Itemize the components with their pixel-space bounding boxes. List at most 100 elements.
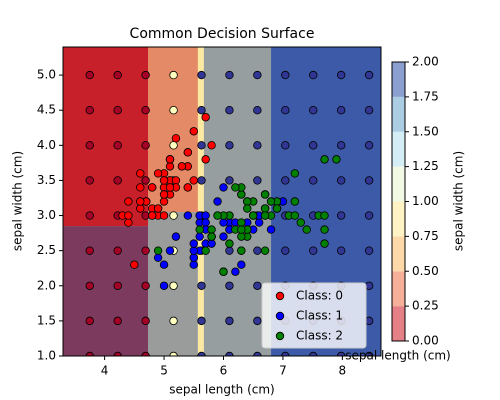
grid-point <box>197 106 206 115</box>
grid-point <box>85 316 94 326</box>
data-point <box>159 211 169 220</box>
data-point <box>159 190 169 199</box>
data-point <box>153 253 163 262</box>
grid-point <box>141 351 150 356</box>
grid-point <box>364 211 374 220</box>
grid-point <box>197 281 206 290</box>
data-point <box>320 225 329 234</box>
colorbar-tick-label: 0.00 <box>412 334 439 348</box>
colorbar-band <box>392 271 405 307</box>
grid-point <box>169 316 178 326</box>
data-point <box>153 169 163 178</box>
grid-point <box>364 176 374 185</box>
data-point <box>159 176 169 185</box>
data-point <box>201 246 210 255</box>
grid-point <box>281 106 290 115</box>
grid-point <box>113 316 122 326</box>
legend-label: Class: 2 <box>296 329 343 343</box>
data-point <box>332 155 341 164</box>
grid-point <box>309 106 318 115</box>
data-point <box>189 253 198 262</box>
grid-point <box>225 316 234 326</box>
colorbar-tick-label: 2.00 <box>412 55 439 69</box>
grid-point <box>169 106 178 115</box>
grid-point <box>197 70 206 80</box>
data-point <box>201 218 210 227</box>
grid-point <box>197 351 206 356</box>
data-point <box>213 211 222 220</box>
colorbar-tick-label: 1.00 <box>412 194 439 208</box>
data-point <box>165 162 175 171</box>
plot-area <box>63 47 381 356</box>
grid-point <box>253 141 262 150</box>
grid-point <box>336 351 346 356</box>
grid-point <box>85 246 94 255</box>
grid-point <box>141 176 150 185</box>
grid-point <box>253 106 262 115</box>
grid-point <box>281 246 290 255</box>
grid-point <box>225 351 234 356</box>
data-point <box>201 155 210 164</box>
colorbar-band <box>392 131 405 167</box>
data-point <box>165 183 175 192</box>
grid-point <box>364 351 374 356</box>
data-point <box>237 246 246 255</box>
decision-region <box>63 226 148 356</box>
data-point <box>183 183 193 192</box>
grid-point <box>113 141 122 150</box>
data-point <box>266 225 276 234</box>
grid-point <box>113 176 122 185</box>
grid-point <box>225 281 234 290</box>
data-point <box>213 197 222 206</box>
data-point <box>189 239 198 248</box>
data-point <box>189 260 198 269</box>
colorbar-band <box>392 166 405 202</box>
data-point <box>290 169 300 178</box>
y-tick-label: 4.0 <box>37 138 56 152</box>
grid-point <box>197 176 206 185</box>
data-point <box>171 134 181 143</box>
data-point <box>290 211 300 220</box>
grid-point <box>141 141 150 150</box>
data-point <box>302 225 311 234</box>
grid-point <box>336 246 346 255</box>
x-tick-label: 8 <box>339 364 347 378</box>
grid-point <box>253 316 262 326</box>
data-point <box>153 246 163 255</box>
data-point <box>231 267 240 276</box>
data-point <box>159 260 169 269</box>
grid-point <box>85 351 94 356</box>
data-point <box>219 232 228 241</box>
y-tick-label: 2.5 <box>37 243 56 257</box>
grid-point <box>253 281 262 290</box>
grid-point <box>113 246 122 255</box>
data-point <box>136 197 145 206</box>
grid-point <box>141 281 150 290</box>
colorbar-band <box>392 62 405 97</box>
colorbar-tick-label: 0.75 <box>412 229 439 243</box>
colorbar-bottom-label: sepal length (cm) <box>345 349 450 363</box>
data-point <box>130 260 139 269</box>
colorbar-tick-label: 1.75 <box>412 89 439 103</box>
data-point <box>207 141 216 150</box>
grid-point <box>309 70 318 80</box>
data-point <box>320 211 329 220</box>
colorbar-tick-label: 0.50 <box>412 264 439 278</box>
colorbar-tick-label: 1.25 <box>412 159 439 173</box>
axes-frame <box>62 46 382 357</box>
data-point <box>260 211 270 220</box>
data-point <box>183 148 193 157</box>
x-tick-label: 6 <box>220 364 228 378</box>
data-point <box>243 204 252 213</box>
data-point <box>237 260 246 269</box>
grid-point <box>364 141 374 150</box>
data-point <box>147 183 157 192</box>
decision-region <box>63 47 148 227</box>
decision-region <box>197 47 204 356</box>
y-tick-label: 3.5 <box>37 173 56 187</box>
grid-point <box>336 70 346 80</box>
data-point <box>290 197 300 206</box>
data-point <box>260 204 270 213</box>
colorbar-band <box>392 306 405 341</box>
data-point <box>237 232 246 241</box>
